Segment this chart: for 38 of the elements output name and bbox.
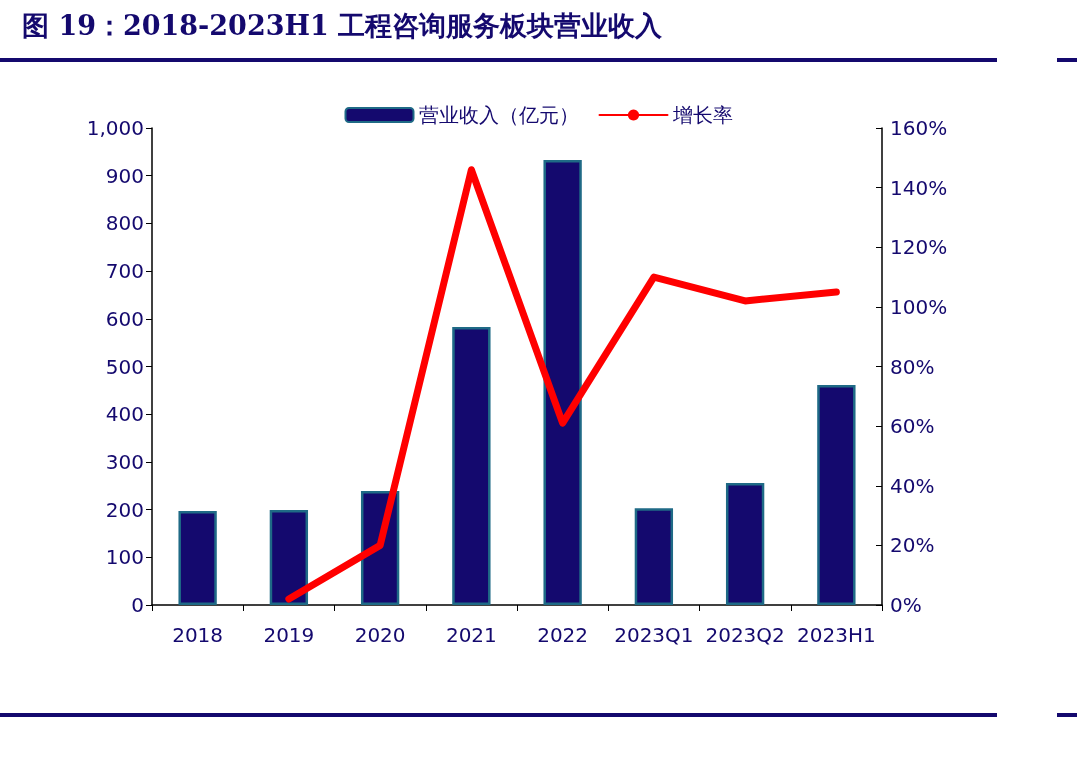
x-tick-label: 2018 — [172, 623, 224, 647]
y2-tick-label: 160% — [890, 116, 948, 140]
y2-tick-label: 40% — [890, 473, 935, 498]
bar — [634, 508, 674, 605]
x-tick-label: 2020 — [354, 623, 406, 647]
y-tick-label: 0 — [131, 593, 144, 617]
bar — [178, 511, 217, 605]
y-tick-label: 500 — [105, 354, 144, 379]
bar — [269, 510, 309, 605]
x-tick-label: 2023Q2 — [705, 623, 785, 647]
y2-tick-label: 80% — [890, 354, 935, 379]
x-tick-label: 2023H1 — [797, 623, 876, 647]
y-tick-label: 800 — [105, 211, 144, 236]
y-tick-label: 600 — [105, 306, 144, 331]
y-tick-label: 200 — [105, 497, 144, 522]
bar — [817, 385, 856, 605]
y-tick-label: 400 — [105, 402, 144, 427]
bar — [452, 326, 491, 605]
y2-tick-label: 140% — [890, 175, 948, 200]
y-tick-label: 300 — [105, 449, 144, 474]
y2-tick-label: 0% — [890, 593, 922, 617]
y2-tick-label: 100% — [890, 294, 948, 319]
y-tick-label: 1,000 — [86, 116, 144, 140]
y-tick-label: 900 — [105, 163, 144, 188]
x-tick-label: 2022 — [537, 623, 589, 647]
bar — [543, 159, 582, 605]
y-tick-label: 700 — [105, 259, 144, 284]
y2-tick-label: 20% — [890, 533, 935, 558]
y2-tick-label: 60% — [890, 414, 935, 439]
chart-title: 图 19：2018-2023H1 工程咨询服务板块营业收入 — [22, 9, 663, 43]
y-tick-label: 100 — [105, 545, 144, 570]
legend-label: 营业收入（亿元） — [418, 103, 579, 127]
x-tick-label: 2019 — [263, 623, 315, 647]
legend-label: 增长率 — [671, 103, 733, 127]
x-tick-label: 2023Q1 — [614, 623, 694, 647]
y2-tick-label: 120% — [890, 235, 948, 260]
bar — [725, 482, 765, 605]
x-tick-label: 2021 — [445, 623, 497, 647]
